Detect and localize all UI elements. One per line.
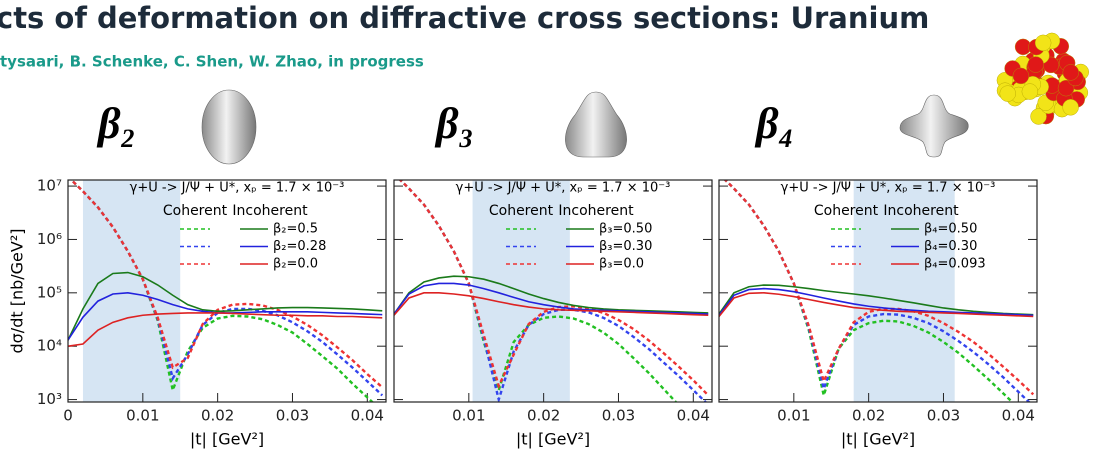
nucleon (1027, 56, 1044, 73)
nucleon (1012, 67, 1030, 85)
legend-header: Incoherent (558, 203, 634, 219)
shape-beta2 (201, 89, 257, 165)
series-line (69, 180, 384, 397)
nucleon (1062, 64, 1079, 81)
legend-label: β₃=0.0 (599, 257, 644, 272)
legend-label: β₂=0.0 (273, 257, 318, 272)
series-line (394, 292, 709, 317)
x-axis-title: |t| [GeV²] (516, 430, 590, 449)
series-line (723, 180, 1014, 402)
x-tick-label: 0.04 (351, 407, 384, 425)
x-tick-label: 0.03 (927, 407, 960, 425)
shape-beta4 (899, 94, 969, 158)
plot-lines (719, 180, 1035, 402)
legend-label: β₃=0.50 (599, 222, 652, 237)
chart-panel: β₃ 0.01 0.02 0.03 0.04 |t| [GeV²] γ+U -> J/Ψ +… (393, 99, 713, 449)
x-tick-label: 0.03 (602, 407, 635, 425)
y-axis-title: dσ/dt [nb/GeV²] (8, 229, 27, 354)
series-line (69, 180, 384, 389)
y-tick-label: 10⁵ (37, 283, 62, 301)
x-axis-title: |t| [GeV²] (190, 430, 264, 449)
plot-frame (393, 179, 713, 403)
panel-label: β₄ (754, 99, 794, 148)
series-line (68, 271, 383, 341)
x-tick-label: 0.02 (201, 407, 234, 425)
legend-header: Coherent (489, 203, 554, 219)
chart-panel: β₂ 10³ 10⁴ 10⁵ 10⁶ 10⁷ 0 0.01 0.02 0.03 0.04 |t| [G… (8, 99, 387, 449)
nucleon (1030, 108, 1047, 125)
x-tick-label: 0 (63, 407, 73, 425)
y-tick-label: 10³ (37, 390, 62, 408)
authors: tysaari, B. Schenke, C. Shen, W. Zhao, i… (0, 53, 424, 71)
legend-label: β₄=0.50 (924, 222, 977, 237)
series-line (719, 292, 1034, 318)
series-line (69, 180, 374, 402)
x-tick-label: 0.03 (276, 407, 309, 425)
legend-header: Coherent (814, 203, 879, 219)
legend-label: β₂=0.5 (273, 222, 318, 237)
x-tick-label: 0.01 (777, 407, 810, 425)
x-tick-label: 0.02 (852, 407, 885, 425)
plot-lines (394, 180, 710, 402)
nucleon (1057, 79, 1075, 97)
x-axis-title: |t| [GeV²] (841, 430, 915, 449)
y-tick-label: 10⁴ (37, 337, 62, 355)
plot-frame (718, 179, 1038, 403)
y-tick-label: 10⁶ (37, 230, 62, 248)
series-line (394, 282, 709, 315)
series-line (68, 312, 383, 347)
series-line (394, 275, 709, 315)
panel-label: β₂ (96, 99, 136, 148)
annotation: γ+U -> J/Ψ + U*, xₚ = 1.7 × 10⁻³ (781, 181, 996, 196)
x-tick-label: 0.04 (1002, 407, 1035, 425)
legend-header: Incoherent (232, 203, 308, 219)
series-line (723, 180, 1035, 396)
series-line (398, 180, 678, 402)
x-tick-label: 0.01 (126, 407, 159, 425)
shaded-region (82, 180, 181, 402)
nucleon (999, 85, 1016, 102)
annotation: γ+U -> J/Ψ + U*, xₚ = 1.7 × 10⁻³ (456, 181, 671, 196)
legend-header: Coherent (163, 203, 228, 219)
series-line (719, 284, 1034, 316)
series-line (723, 180, 1031, 402)
x-tick-label: 0.02 (527, 407, 560, 425)
x-tick-label: 0.04 (677, 407, 710, 425)
nucleon (1021, 83, 1039, 100)
series-line (719, 287, 1034, 317)
x-tick-label: 0.01 (452, 407, 485, 425)
legend-label: β₄=0.093 (924, 257, 986, 272)
shape-beta3 (565, 91, 627, 158)
panel-label: β₃ (434, 99, 474, 148)
slide-title: cts of deformation on diffractive cross … (0, 1, 929, 35)
series-line (398, 180, 708, 402)
shaded-region (853, 180, 955, 402)
legend-label: β₂=0.28 (273, 239, 326, 254)
uranium-nucleus (996, 32, 1089, 125)
legend-header: Incoherent (883, 203, 959, 219)
annotation: γ+U -> J/Ψ + U*, xₚ = 1.7 × 10⁻³ (130, 181, 345, 196)
nucleon (1062, 99, 1079, 116)
chart-panel: β₄ 0.01 0.02 0.03 0.04 |t| [GeV²] γ+U -> J/Ψ +… (718, 99, 1038, 449)
legend-label: β₄=0.30 (924, 239, 977, 254)
plot-frame (67, 179, 387, 403)
nucleon (1034, 34, 1052, 52)
y-tick-label: 10⁷ (37, 177, 62, 195)
plot-lines (68, 180, 384, 402)
legend-label: β₃=0.30 (599, 239, 652, 254)
